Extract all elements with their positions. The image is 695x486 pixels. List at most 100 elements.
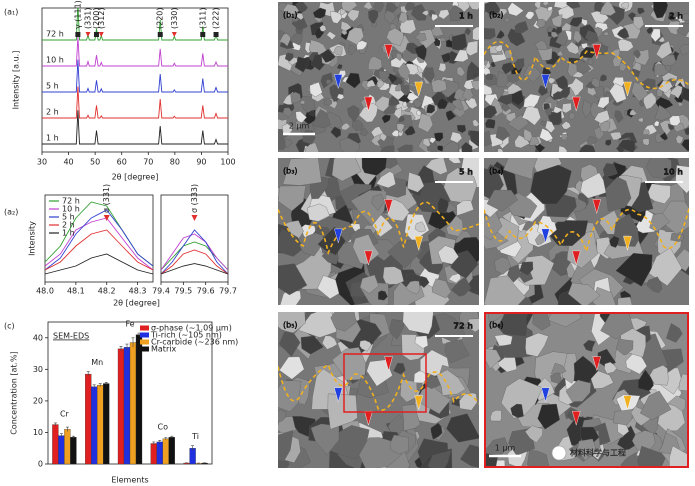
grain bbox=[414, 335, 429, 349]
trace-label: 1 h bbox=[46, 134, 59, 143]
grain bbox=[384, 10, 396, 24]
phase-boundary bbox=[278, 363, 479, 412]
grain bbox=[484, 27, 496, 40]
grain bbox=[507, 264, 522, 283]
grain bbox=[446, 215, 464, 237]
error-bar bbox=[152, 441, 156, 446]
grain bbox=[327, 393, 358, 430]
grain bbox=[605, 139, 612, 146]
peak-label: (312) bbox=[97, 7, 106, 29]
legend-label: Cr-carbide (~236 nm) bbox=[151, 338, 238, 347]
grain bbox=[587, 86, 597, 97]
x-tick-label: 48.0 bbox=[36, 287, 54, 296]
grain bbox=[325, 79, 332, 85]
grain bbox=[305, 142, 319, 152]
plot-frame bbox=[41, 7, 229, 153]
x-tick-label: 40 bbox=[63, 158, 73, 167]
grain bbox=[642, 129, 650, 135]
grain bbox=[524, 425, 543, 444]
grain bbox=[300, 100, 306, 105]
panel-label: (a₂) bbox=[4, 208, 18, 217]
bar bbox=[162, 438, 169, 465]
grain bbox=[453, 49, 469, 62]
arrow-marker bbox=[334, 228, 343, 244]
arrow-marker bbox=[623, 236, 632, 251]
grain bbox=[379, 133, 387, 142]
grain bbox=[358, 102, 379, 123]
grain bbox=[378, 290, 388, 301]
grain bbox=[472, 26, 479, 41]
grain bbox=[487, 312, 504, 323]
trace-label: 5 h bbox=[46, 82, 59, 91]
grain bbox=[449, 131, 463, 144]
error-bar bbox=[185, 462, 189, 464]
grain bbox=[326, 31, 337, 41]
grain bbox=[438, 62, 447, 72]
grain bbox=[359, 274, 379, 294]
grain bbox=[648, 247, 683, 286]
time-label: 5 h bbox=[459, 168, 473, 177]
grain bbox=[431, 13, 439, 22]
grain bbox=[681, 139, 689, 151]
category-label: Fe bbox=[125, 320, 134, 329]
grain bbox=[650, 28, 661, 43]
grain bbox=[545, 107, 553, 116]
grain bbox=[603, 31, 610, 36]
grain bbox=[631, 61, 642, 72]
grain bbox=[503, 158, 538, 180]
grain bbox=[542, 2, 549, 7]
panel-border bbox=[484, 312, 689, 468]
grain bbox=[659, 132, 668, 141]
grain bbox=[290, 91, 302, 104]
grain bbox=[366, 79, 376, 88]
x-tick-label: 50 bbox=[90, 158, 100, 167]
watermark-icon bbox=[551, 445, 567, 461]
grain bbox=[609, 235, 620, 248]
bar bbox=[117, 348, 125, 465]
sigma-marker bbox=[171, 32, 177, 37]
arrow-marker bbox=[384, 44, 393, 60]
grain bbox=[602, 163, 618, 177]
sigma-marker bbox=[85, 32, 91, 37]
x-tick-label: 48.2 bbox=[98, 287, 116, 296]
grain bbox=[472, 72, 479, 78]
grain bbox=[485, 73, 493, 81]
grain bbox=[666, 323, 683, 343]
grain bbox=[433, 132, 444, 142]
bar bbox=[58, 435, 65, 465]
grain bbox=[308, 110, 315, 117]
grain bbox=[465, 40, 478, 56]
error-bar bbox=[119, 345, 123, 352]
grain bbox=[591, 78, 600, 88]
legend-label: Ti-rich (~105 nm) bbox=[150, 331, 222, 340]
arrow-marker bbox=[414, 81, 423, 97]
micrograph bbox=[278, 312, 479, 468]
x-tick-label: 79.4 bbox=[152, 287, 170, 296]
bar bbox=[52, 424, 59, 465]
grain bbox=[278, 228, 304, 257]
grain bbox=[675, 165, 689, 194]
grain bbox=[347, 9, 360, 22]
grain bbox=[534, 2, 541, 9]
grain bbox=[317, 275, 340, 299]
grain bbox=[536, 18, 546, 28]
grain bbox=[597, 96, 610, 109]
grain bbox=[282, 107, 294, 118]
legend-label: Matrix bbox=[151, 345, 176, 354]
grain bbox=[436, 369, 466, 396]
grain bbox=[569, 17, 583, 27]
legend-label: 10 h bbox=[62, 205, 80, 214]
grain bbox=[368, 9, 379, 24]
x-tick-label: 79.7 bbox=[219, 287, 237, 296]
grain bbox=[566, 2, 581, 9]
grain bbox=[654, 104, 673, 121]
grain bbox=[449, 5, 466, 22]
grain bbox=[609, 131, 622, 141]
gamma-marker bbox=[200, 32, 206, 37]
grain bbox=[309, 81, 323, 98]
trace-label: 2 h bbox=[46, 108, 59, 117]
grain bbox=[567, 62, 578, 78]
grain bbox=[519, 261, 534, 276]
legend-swatch bbox=[140, 325, 149, 331]
grain bbox=[414, 221, 426, 233]
